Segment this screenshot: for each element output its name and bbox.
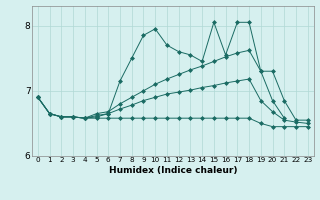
X-axis label: Humidex (Indice chaleur): Humidex (Indice chaleur) [108,166,237,175]
